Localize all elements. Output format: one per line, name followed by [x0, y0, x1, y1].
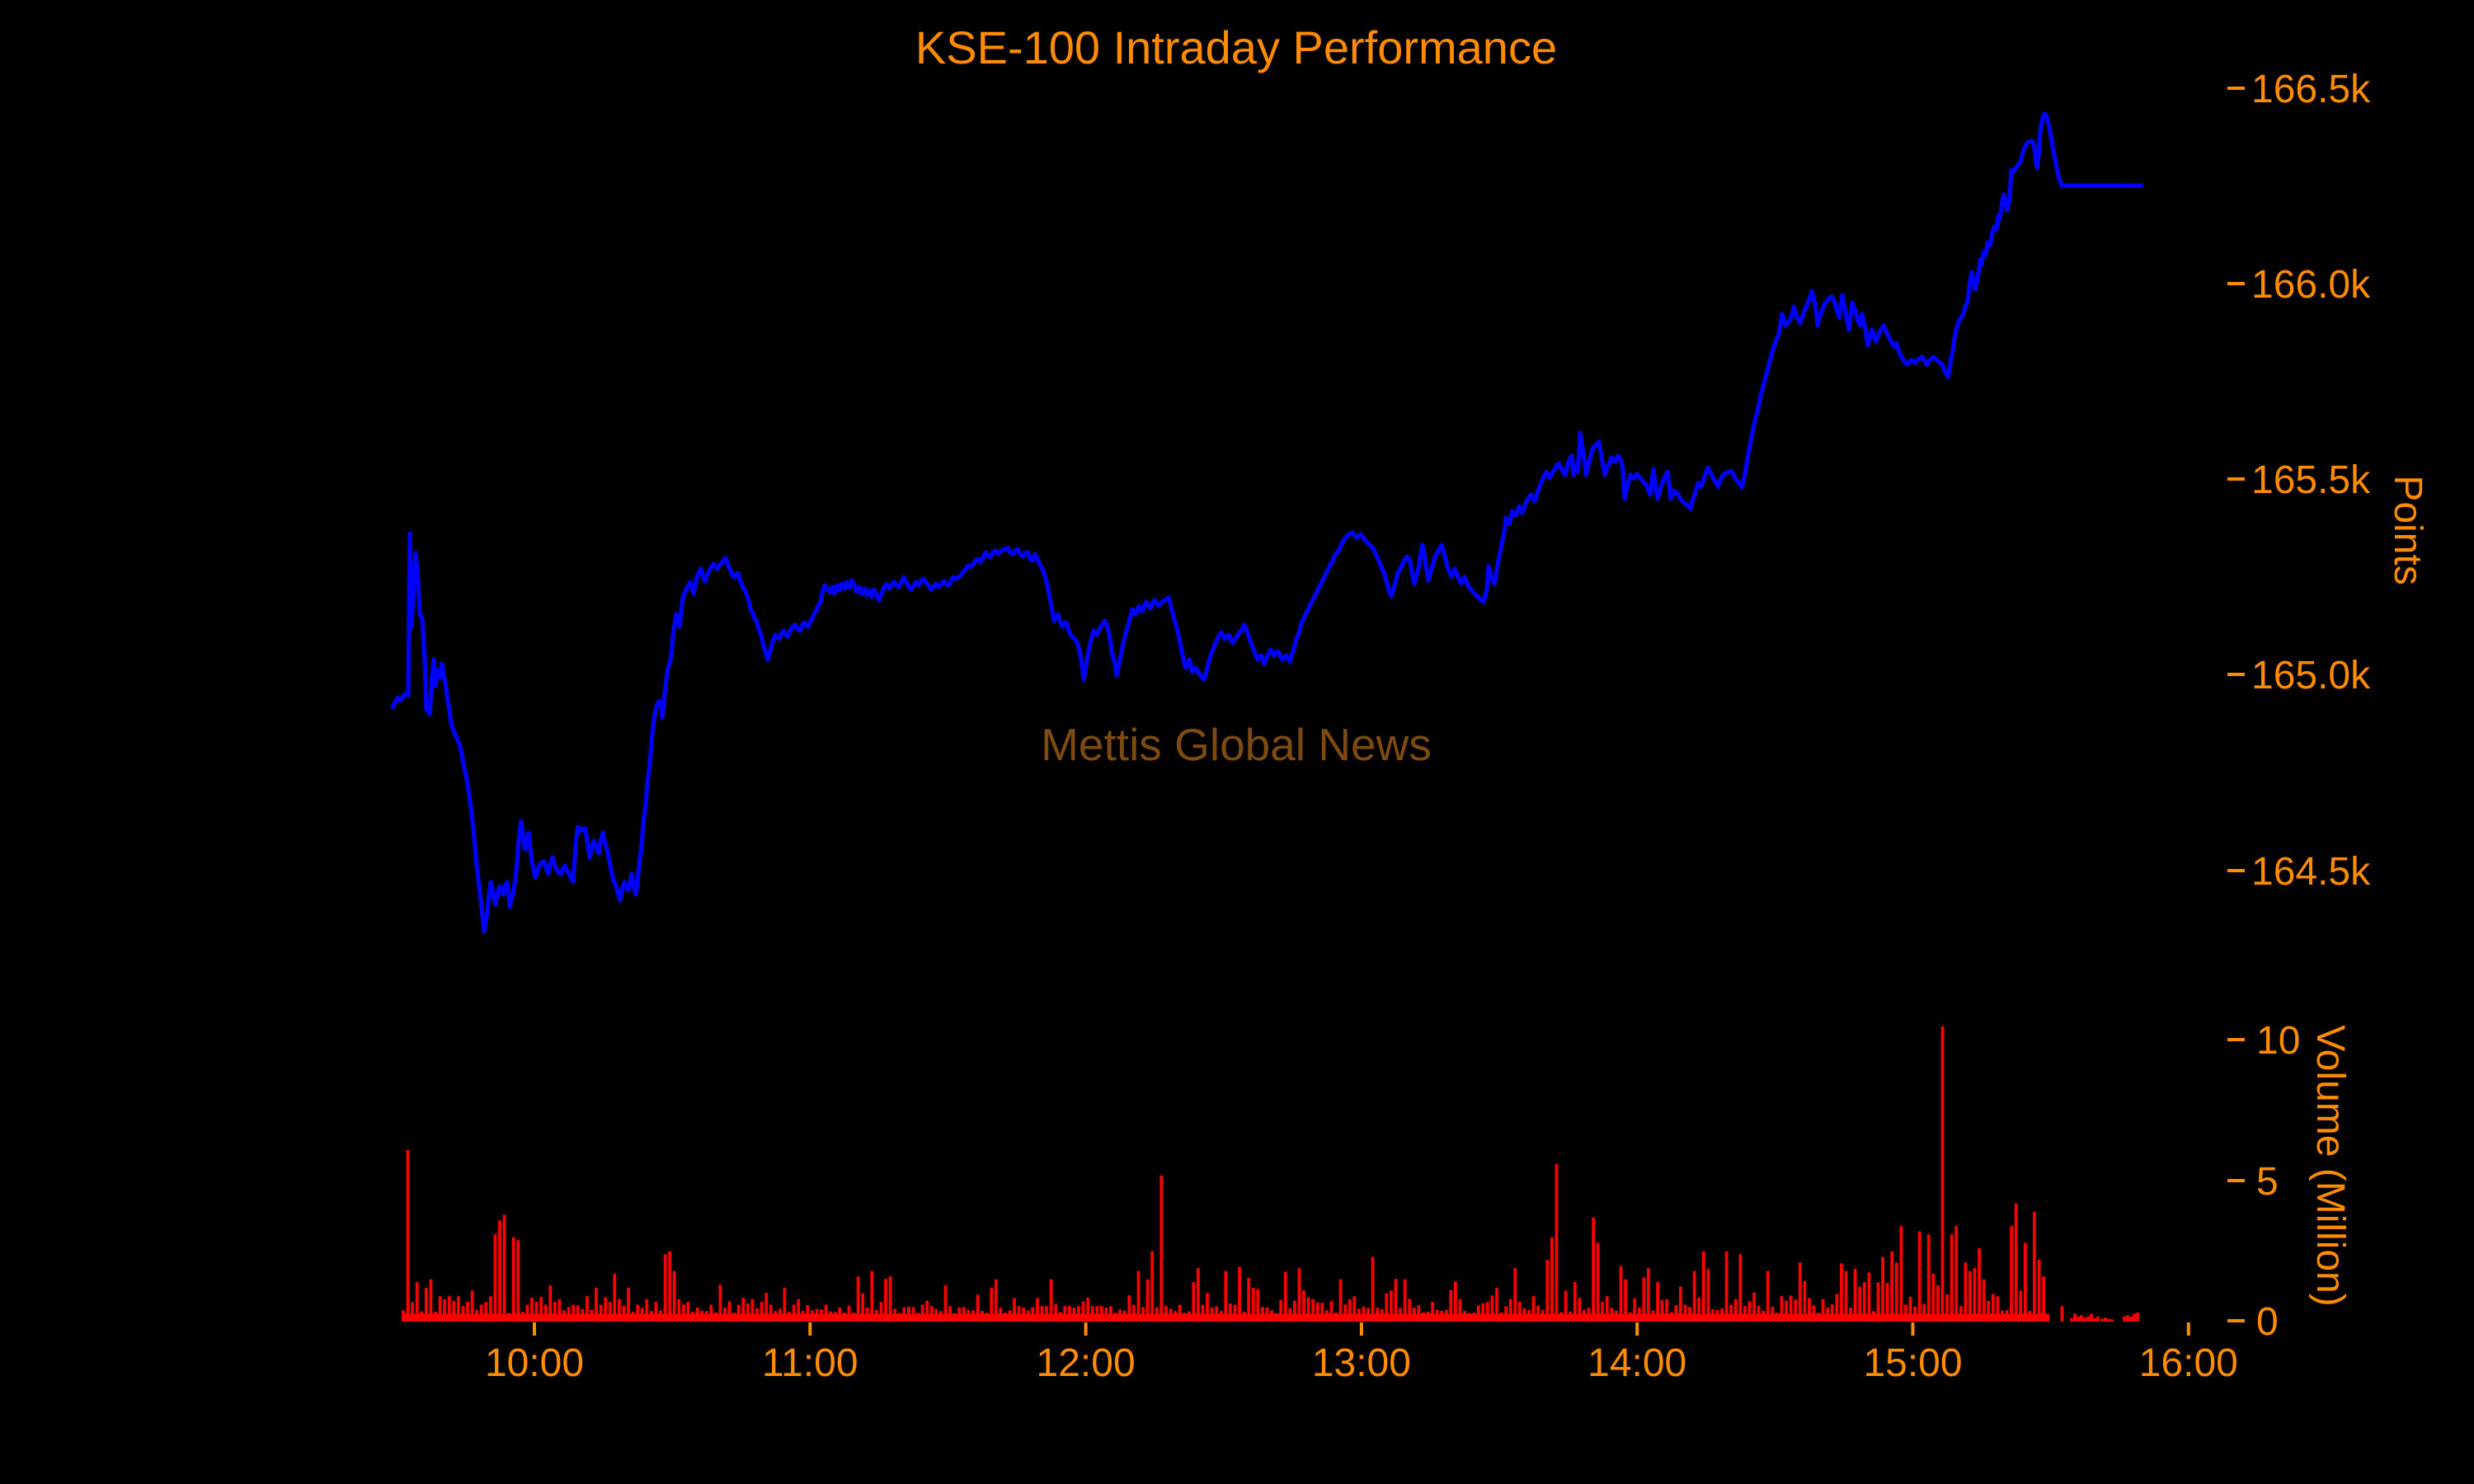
svg-text:166.0k: 166.0k: [2251, 263, 2371, 307]
svg-text:16:00: 16:00: [2139, 1341, 2238, 1385]
svg-text:165.0k: 165.0k: [2251, 654, 2371, 697]
svg-text:15:00: 15:00: [1863, 1341, 1962, 1385]
svg-text:166.5k: 166.5k: [2251, 68, 2371, 111]
svg-text:164.5k: 164.5k: [2251, 850, 2371, 894]
svg-text:0: 0: [2256, 1300, 2279, 1344]
svg-text:Mettis Global News: Mettis Global News: [1041, 719, 1432, 770]
svg-text:5: 5: [2256, 1160, 2279, 1204]
svg-text:10: 10: [2256, 1019, 2300, 1063]
svg-text:10:00: 10:00: [485, 1341, 584, 1385]
svg-text:11:00: 11:00: [762, 1341, 858, 1385]
svg-text:165.5k: 165.5k: [2251, 458, 2371, 502]
svg-text:Points: Points: [2386, 475, 2429, 585]
svg-text:Volume (Million): Volume (Million): [2308, 1025, 2352, 1306]
svg-text:12:00: 12:00: [1037, 1341, 1136, 1385]
svg-text:13:00: 13:00: [1312, 1341, 1411, 1385]
svg-text:KSE-100 Intraday Performance: KSE-100 Intraday Performance: [915, 21, 1557, 73]
svg-text:14:00: 14:00: [1587, 1341, 1686, 1385]
